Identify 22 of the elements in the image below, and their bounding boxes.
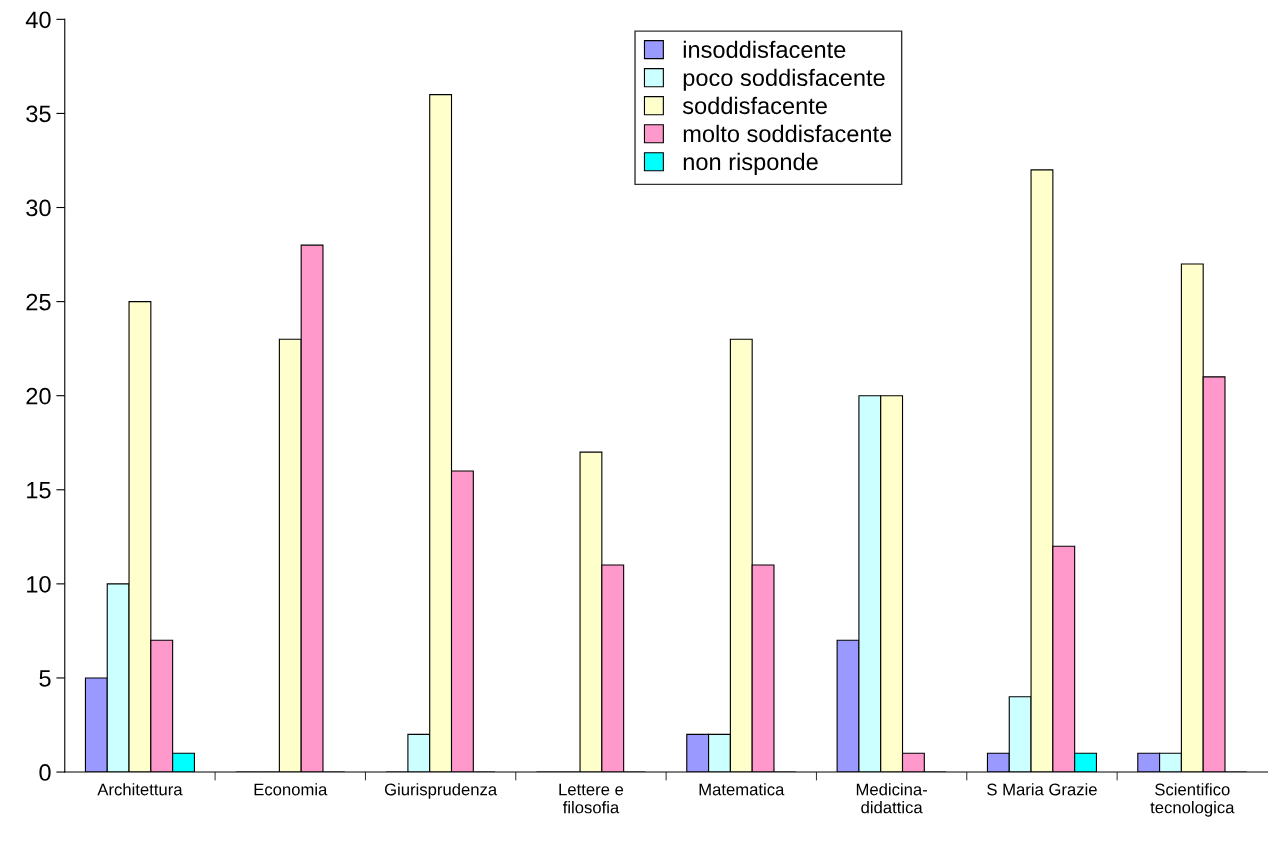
legend-label: insoddisfacente [683, 40, 846, 59]
legend-label: poco soddisfacente [683, 68, 885, 91]
y-tick-label: 0 [39, 764, 51, 781]
x-tick-label: S Maria Grazie [987, 783, 1097, 796]
y-tick-label: 15 [27, 482, 51, 499]
x-tick-label: Lettere e filosofia [559, 783, 624, 814]
x-tick-label: Architettura [97, 783, 183, 796]
x-tick-label: Scientifico tecnologica [1150, 783, 1235, 817]
legend-label: soddisfacente [682, 96, 827, 115]
x-tick-label: Giurisprudenza [384, 783, 498, 799]
legend-label: non risponde [683, 152, 818, 175]
legend-label: molto soddisfacente [683, 124, 892, 143]
y-tick-label: 25 [26, 293, 51, 311]
x-tick-label: Medicina- didattica [856, 783, 928, 814]
y-tick-label: 5 [39, 670, 51, 687]
x-tick-label: Matematica [699, 783, 785, 796]
y-tick-label: 40 [25, 11, 51, 29]
y-tick-label: 35 [26, 105, 51, 123]
y-tick-label: 20 [26, 387, 51, 405]
y-tick-label: 30 [26, 199, 51, 217]
x-tick-label: Economia [254, 783, 328, 796]
y-tick-label: 10 [27, 575, 51, 593]
